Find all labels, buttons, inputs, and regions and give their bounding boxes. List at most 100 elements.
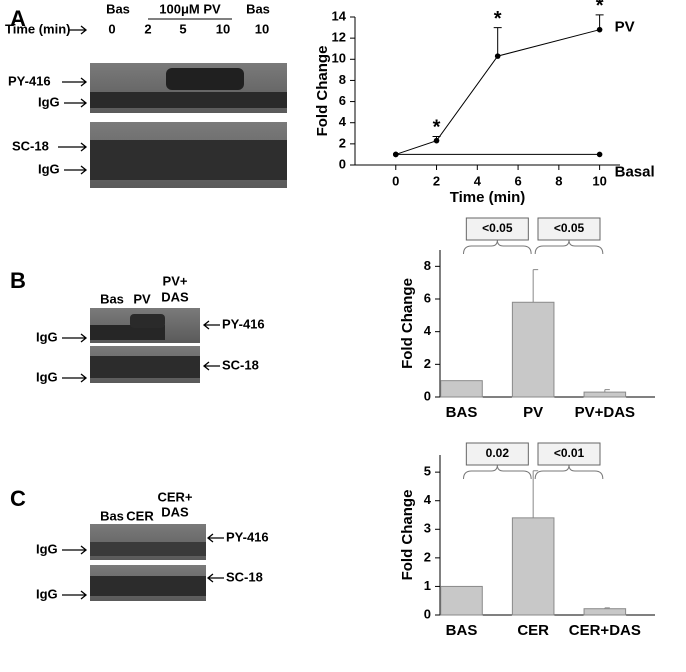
comparison-box xyxy=(537,217,601,241)
marker-label: PY-416 xyxy=(222,316,265,331)
marker-label: SC-18 xyxy=(222,357,259,372)
arrow xyxy=(58,142,88,152)
y-tick-label: 4 xyxy=(339,114,347,129)
lane-header: 100μM PV xyxy=(159,1,221,16)
x-tick-label: PV+DAS xyxy=(575,404,635,421)
y-axis-label: Fold Change xyxy=(399,278,416,369)
band xyxy=(90,542,206,556)
x-tick-label: 0 xyxy=(392,173,399,188)
marker-label: SC-18 xyxy=(226,569,263,584)
y-tick-label: 1 xyxy=(424,578,431,593)
band xyxy=(166,68,244,90)
x-tick-label: 6 xyxy=(514,173,521,188)
annotation: * xyxy=(494,8,502,30)
marker-label: PY-416 xyxy=(8,73,51,88)
y-tick-label: 5 xyxy=(424,464,431,479)
bracket xyxy=(463,464,532,480)
lane-header: Bas xyxy=(246,1,270,16)
lane-label: DAS xyxy=(161,504,189,519)
arrow xyxy=(64,165,88,175)
arrow xyxy=(62,373,88,383)
point xyxy=(596,151,603,158)
comparison-box xyxy=(465,217,529,241)
y-tick-label: 8 xyxy=(339,72,346,87)
annotation: * xyxy=(433,117,441,139)
comparison-label: <0.01 xyxy=(554,446,585,460)
arrow xyxy=(202,320,220,330)
lane-label: Bas xyxy=(100,508,124,523)
arrow xyxy=(202,361,220,371)
marker-label: IgG xyxy=(38,94,60,109)
lane-label: PV xyxy=(133,291,151,306)
y-tick-label: 8 xyxy=(424,258,431,273)
point xyxy=(596,26,603,33)
y-tick-label: 2 xyxy=(339,135,346,150)
lane-label: 10 xyxy=(216,21,230,36)
marker-label: PY-416 xyxy=(226,529,269,544)
marker-label: IgG xyxy=(36,329,58,344)
x-tick-label: PV xyxy=(523,404,543,421)
marker-label: SC-18 xyxy=(12,138,49,153)
lane-label: 2 xyxy=(144,21,151,36)
point xyxy=(392,151,399,158)
x-tick-label: 4 xyxy=(474,173,482,188)
y-tick-label: 0 xyxy=(339,156,346,171)
band xyxy=(90,325,165,340)
arrow xyxy=(62,77,88,87)
lane-label: PV+ xyxy=(163,273,188,288)
x-tick-label: CER+DAS xyxy=(569,622,641,639)
arrow xyxy=(206,573,224,583)
series-label: PV xyxy=(615,19,635,36)
y-tick-label: 6 xyxy=(339,93,346,108)
marker-label: IgG xyxy=(36,369,58,384)
comparison-box xyxy=(537,442,601,466)
x-tick-label: 2 xyxy=(433,173,440,188)
y-tick-label: 12 xyxy=(332,30,346,45)
y-tick-label: 2 xyxy=(424,356,431,371)
y-tick-label: 2 xyxy=(424,549,431,564)
y-tick-label: 6 xyxy=(424,290,431,305)
lane-label: Bas xyxy=(100,291,124,306)
bar xyxy=(440,380,483,398)
point xyxy=(494,53,501,59)
bar xyxy=(583,391,627,398)
x-axis-label: Time (min) xyxy=(450,189,526,206)
arrow xyxy=(62,333,88,343)
marker-label: IgG xyxy=(36,586,58,601)
marker-label: IgG xyxy=(36,541,58,556)
error-bar xyxy=(493,27,502,57)
band xyxy=(90,356,200,378)
bar xyxy=(583,608,627,616)
series-line xyxy=(395,29,600,155)
x-tick-label: CER xyxy=(517,622,549,639)
arrow xyxy=(206,533,224,543)
band xyxy=(90,140,287,180)
error-bar xyxy=(532,269,539,303)
bracket xyxy=(463,239,532,255)
panel-label: B xyxy=(10,268,26,293)
error-bar xyxy=(604,607,610,609)
lane-label: CER+ xyxy=(157,489,192,504)
arrow xyxy=(64,98,88,108)
comparison-box xyxy=(465,442,529,466)
lane-label: DAS xyxy=(161,289,189,304)
arrow xyxy=(68,25,88,35)
x-tick-label: 10 xyxy=(592,173,606,188)
arrow xyxy=(62,590,88,600)
series-label: Basal xyxy=(615,163,655,180)
lane-label: 10 xyxy=(255,21,269,36)
x-tick-label: BAS xyxy=(446,622,478,639)
time-label: Time (min) xyxy=(5,21,71,36)
panel-label: C xyxy=(10,486,26,511)
y-tick-label: 4 xyxy=(424,323,432,338)
lane-label: CER xyxy=(126,508,154,523)
bar xyxy=(440,585,483,616)
lane-label: 5 xyxy=(179,21,186,36)
y-tick-label: 10 xyxy=(332,51,346,66)
y-tick-label: 14 xyxy=(332,8,347,23)
error-bar xyxy=(604,389,610,393)
y-tick-label: 3 xyxy=(424,521,431,536)
error-bar xyxy=(532,470,539,518)
band xyxy=(90,576,206,596)
marker-label: IgG xyxy=(38,161,60,176)
